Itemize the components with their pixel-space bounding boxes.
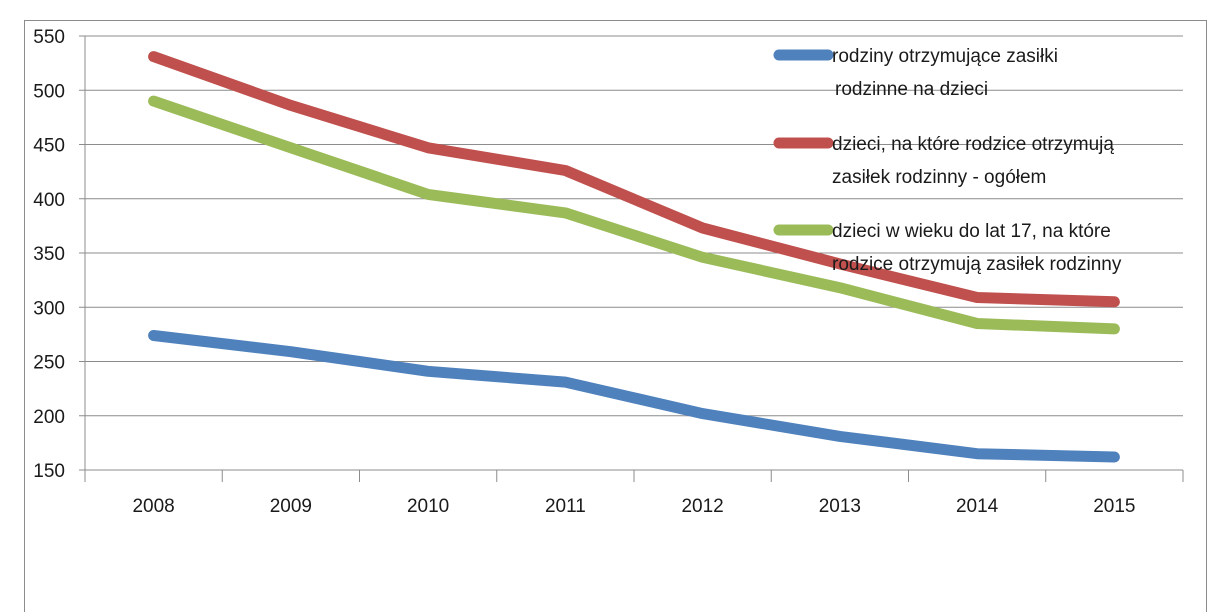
- chart-area-border: [24, 20, 1207, 612]
- x-axis-tick-labels: 2008 2009 2010 2011 2012 2013 2014 2015: [132, 496, 1135, 517]
- legend-label: dzieci, na które rodzice otrzymują: [832, 134, 1114, 155]
- legend-label: zasiłek rodzinny - ogółem: [832, 167, 1046, 188]
- series-line-3: [148, 95, 1120, 335]
- x-tick-label: 2011: [545, 496, 586, 517]
- axes: [79, 35, 1184, 482]
- series-line-1: [148, 330, 1120, 463]
- y-tick-label: 200: [33, 407, 65, 428]
- y-tick-label: 300: [33, 298, 65, 319]
- legend: rodziny otrzymujące zasiłki rodzinne na d…: [773, 46, 1122, 275]
- y-axis-tick-labels: 150 200 250 300 350 400 450 500 550: [33, 27, 65, 482]
- legend-label: rodzinne na dzieci: [835, 79, 988, 100]
- y-tick-label: 350: [33, 244, 65, 265]
- y-tick-label: 500: [33, 81, 65, 102]
- series-lines: [148, 51, 1120, 463]
- x-tick-label: 2013: [819, 496, 861, 517]
- legend-label: rodziny otrzymujące zasiłki: [832, 46, 1058, 67]
- x-tick-label: 2014: [956, 496, 999, 517]
- y-tick-label: 550: [33, 27, 65, 48]
- y-tick-label: 250: [33, 353, 65, 374]
- x-tick-label: 2008: [132, 496, 174, 517]
- y-tick-label: 450: [33, 136, 65, 157]
- series-line-2: [148, 51, 1120, 308]
- legend-label: dzieci w wieku do lat 17, na które: [832, 221, 1111, 242]
- legend-label: rodzice otrzymują zasiłek rodzinny: [832, 254, 1122, 275]
- y-tick-label: 400: [33, 190, 65, 211]
- x-tick-label: 2010: [407, 496, 449, 517]
- x-tick-label: 2012: [681, 496, 723, 517]
- y-tick-label: 150: [33, 461, 65, 482]
- x-tick-label: 2009: [270, 496, 312, 517]
- x-tick-label: 2015: [1093, 496, 1135, 517]
